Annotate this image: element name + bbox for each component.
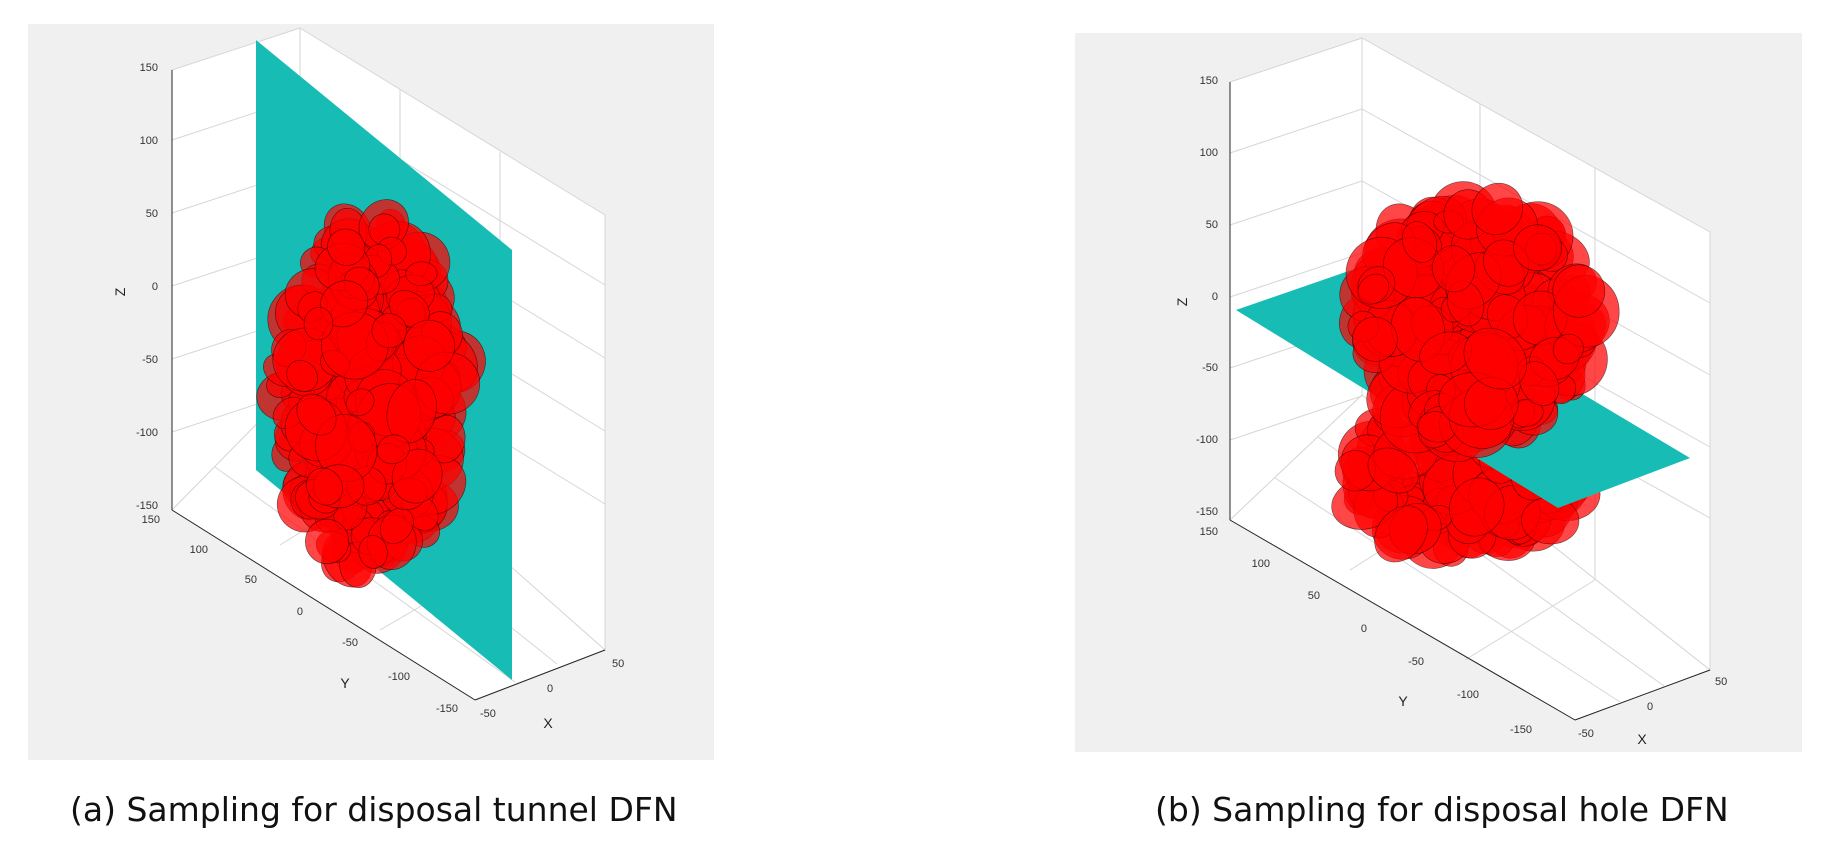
x-tick: -50 <box>480 708 496 720</box>
fracture-disc <box>376 434 410 465</box>
y-tick: -100 <box>388 671 410 683</box>
x-tick: -50 <box>1578 728 1594 740</box>
fracture-disc <box>304 518 349 565</box>
z-tick: -100 <box>1196 434 1218 446</box>
z-tick: 0 <box>152 281 158 293</box>
x-tick: 50 <box>1715 676 1727 688</box>
z-tick: -50 <box>1202 362 1218 374</box>
z-tick: -150 <box>1196 506 1218 518</box>
fracture-disc <box>327 228 366 266</box>
y-tick: 50 <box>1308 590 1320 602</box>
fracture-disc <box>358 535 388 569</box>
y-tick: 0 <box>297 606 303 618</box>
fracture-disc <box>1401 221 1438 263</box>
fracture-disc <box>1374 505 1428 563</box>
y-tick: 0 <box>1361 623 1367 635</box>
plot-3d-a: 150 100 50 0 -50 -100 -150 Z 150 100 50 … <box>112 27 624 731</box>
z-tick: -150 <box>136 500 158 512</box>
z-tick: 50 <box>146 208 158 220</box>
x-axis-label: X <box>1637 731 1647 747</box>
y-tick: 100 <box>1252 558 1270 570</box>
figure-panel-a: 150 100 50 0 -50 -100 -150 Z 150 100 50 … <box>0 0 900 860</box>
x-tick: 0 <box>547 683 553 695</box>
caption-a: (a) Sampling for disposal tunnel DFN <box>70 790 678 829</box>
y-tick: 150 <box>1200 526 1218 538</box>
fracture-disc <box>425 414 466 464</box>
fracture-disc <box>1432 245 1475 293</box>
z-tick: 100 <box>140 135 158 147</box>
x-axis-label: X <box>543 715 553 731</box>
axis-lines-a <box>171 70 606 701</box>
y-tick: -100 <box>1457 689 1479 701</box>
y-tick: 150 <box>142 514 160 526</box>
x-ticks-b: -50 0 50 <box>1578 676 1727 740</box>
fracture-disc <box>303 307 334 341</box>
fracture-disc <box>403 319 455 372</box>
y-ticks-b: 150 100 50 0 -50 -100 -150 <box>1200 526 1532 736</box>
y-ticks-a: 150 100 50 0 -50 -100 -150 <box>142 514 458 715</box>
plot-3d-b: 150 100 50 0 -50 -100 -150 Z 150 100 50 … <box>1174 37 1727 747</box>
fracture-disc <box>286 360 318 392</box>
figure-panel-b: 150 100 50 0 -50 -100 -150 Z 150 100 50 … <box>1050 0 1835 860</box>
z-ticks-a: 150 100 50 0 -50 -100 -150 <box>136 62 158 512</box>
fracture-disc <box>1367 447 1419 494</box>
fracture-disc <box>380 507 414 545</box>
y-tick: 100 <box>190 544 208 556</box>
z-ticks-b: 150 100 50 0 -50 -100 -150 <box>1196 75 1218 518</box>
y-tick: 50 <box>245 574 257 586</box>
fracture-disc <box>1463 327 1527 390</box>
y-axis-label: Y <box>340 675 350 691</box>
fracture-disc <box>306 467 343 506</box>
fracture-disc <box>405 261 438 286</box>
x-ticks-a: -50 0 50 <box>480 658 624 720</box>
z-axis-label: Z <box>112 287 128 296</box>
z-tick: -100 <box>136 427 158 439</box>
fracture-disc <box>1448 477 1505 537</box>
y-tick: -50 <box>1408 656 1424 668</box>
x-tick: 0 <box>1647 701 1653 713</box>
z-tick: -50 <box>142 354 158 366</box>
fracture-disc <box>345 388 375 417</box>
fracture-disc <box>1471 182 1523 236</box>
z-tick: 0 <box>1212 291 1218 303</box>
axis-lines-b <box>1229 82 1711 721</box>
caption-b: (b) Sampling for disposal hole DFN <box>1155 790 1729 829</box>
fracture-disc <box>1552 333 1584 365</box>
fracture-disc <box>1357 273 1390 305</box>
fracture-cluster-b-upper <box>1339 181 1620 463</box>
z-tick: 50 <box>1206 219 1218 231</box>
y-axis-label: Y <box>1398 693 1408 709</box>
z-tick: 150 <box>140 62 158 74</box>
z-tick: 150 <box>1200 75 1218 87</box>
y-tick: -150 <box>436 703 458 715</box>
x-tick: 50 <box>612 658 624 670</box>
y-tick: -50 <box>342 637 358 649</box>
z-axis-label: Z <box>1174 297 1190 306</box>
z-tick: 100 <box>1200 147 1218 159</box>
fracture-disc <box>1352 316 1398 362</box>
y-tick: -150 <box>1510 724 1532 736</box>
fracture-disc <box>391 448 443 504</box>
fracture-cluster-a <box>256 199 486 588</box>
fracture-disc <box>1552 264 1606 318</box>
fracture-disc <box>296 393 337 436</box>
fracture-disc <box>1513 224 1562 272</box>
